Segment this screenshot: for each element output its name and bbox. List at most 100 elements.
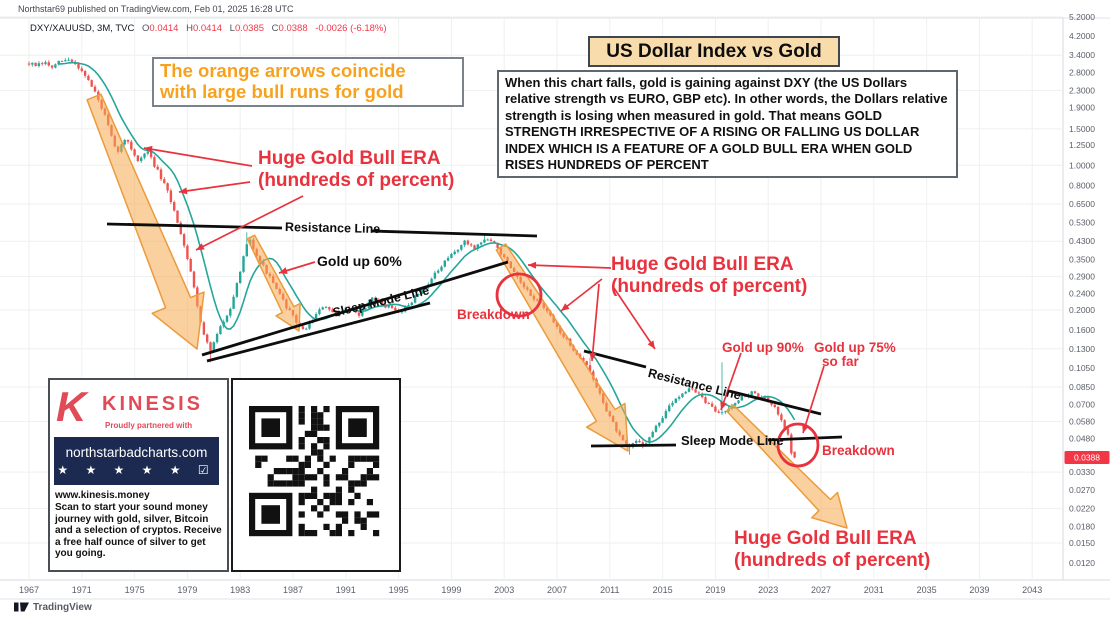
y-axis-label[interactable]: 0.2000 xyxy=(1069,305,1095,315)
bull-era-annotation-2: Huge Gold Bull ERA (hundreds of percent) xyxy=(611,254,808,297)
bull-era-annotation-1: Huge Gold Bull ERA (hundreds of percent) xyxy=(258,148,455,191)
trend-line-segment[interactable] xyxy=(201,260,509,357)
kinesis-partner-note: Proudly partnered with xyxy=(105,421,193,430)
high-value: 0.0414 xyxy=(192,23,223,34)
y-axis-label[interactable]: 0.0480 xyxy=(1069,433,1095,443)
y-axis-label[interactable]: 0.1600 xyxy=(1069,325,1095,335)
last-price-value: 0.0388 xyxy=(1074,453,1100,463)
breakdown-label-2: Breakdown xyxy=(822,443,895,458)
bull-era-annotation-3: Huge Gold Bull ERA (hundreds of percent) xyxy=(734,528,931,571)
orange-note-line1: The orange arrows coincide xyxy=(160,60,406,81)
y-axis-label[interactable]: 0.0580 xyxy=(1069,416,1095,426)
y-axis-label[interactable]: 0.6500 xyxy=(1069,199,1095,209)
x-axis-labels: 1967 1971 1975 1979 1983 1987 1991 1995 1999 2003… xyxy=(19,585,1042,595)
x-axis-label[interactable]: 2043 xyxy=(1022,585,1042,595)
star-rating-icons: ★ ★ ★ ★ ★ ☑ xyxy=(57,463,216,477)
y-axis-label[interactable]: 0.0150 xyxy=(1069,538,1095,548)
y-axis-label[interactable]: 0.8000 xyxy=(1069,180,1095,190)
y-axis-label[interactable]: 0.4300 xyxy=(1069,236,1095,246)
trend-line-segment[interactable] xyxy=(767,435,843,442)
x-axis-label[interactable]: 2011 xyxy=(600,585,619,595)
y-axis-label[interactable]: 0.0850 xyxy=(1069,382,1095,392)
y-axis-label[interactable]: 1.5000 xyxy=(1069,124,1095,134)
breakdown-label-1: Breakdown xyxy=(457,307,530,322)
breakdown-circle[interactable] xyxy=(495,272,543,318)
kinesis-url: www.kinesis.money xyxy=(55,490,150,501)
moving-average-line xyxy=(58,61,796,443)
x-axis-label[interactable]: 1983 xyxy=(230,585,250,595)
x-axis-label[interactable]: 1975 xyxy=(125,585,145,595)
high-label: H xyxy=(186,23,193,34)
pointer-arrowhead-icon xyxy=(647,340,655,349)
x-axis-label[interactable]: 2035 xyxy=(917,585,937,595)
x-axis-label[interactable]: 2003 xyxy=(494,585,514,595)
y-axis-label[interactable]: 0.1300 xyxy=(1069,344,1095,354)
trend-line-segment[interactable] xyxy=(206,301,431,363)
x-axis-label[interactable]: 1979 xyxy=(177,585,197,595)
chart-title-box: US Dollar Index vs Gold xyxy=(588,36,840,67)
orange-note-line2: with large bull runs for gold xyxy=(160,81,404,102)
x-axis-label[interactable]: 2023 xyxy=(758,585,778,595)
y-axis-label[interactable]: 4.2000 xyxy=(1069,31,1095,41)
tradingview-footer[interactable]: TradingView xyxy=(14,601,92,613)
x-axis-label[interactable]: 2039 xyxy=(969,585,989,595)
y-axis-label[interactable]: 5.2000 xyxy=(1069,12,1095,22)
trend-line-segment[interactable] xyxy=(590,443,677,448)
y-axis-label[interactable]: 0.0120 xyxy=(1069,558,1095,568)
x-axis-label[interactable]: 2027 xyxy=(811,585,831,595)
trend-line-segment[interactable] xyxy=(370,229,538,238)
pointer-arrowhead-icon xyxy=(144,145,153,153)
kinesis-promo-card: K KINESIS Proudly partnered with northst… xyxy=(48,378,229,572)
y-axis-label[interactable]: 1.0000 xyxy=(1069,160,1095,170)
kinesis-logo-icon: K xyxy=(56,383,87,430)
y-axis-label[interactable]: 0.2400 xyxy=(1069,289,1095,299)
y-axis-label[interactable]: 1.2500 xyxy=(1069,140,1095,150)
gold-up-60-label: Gold up 60% xyxy=(317,253,402,269)
kinesis-brand: KINESIS xyxy=(102,393,204,415)
sleep-mode-line-label-2: Sleep Mode Line xyxy=(681,433,784,448)
y-axis-label[interactable]: 1.9000 xyxy=(1069,103,1095,113)
x-axis-label[interactable]: 1991 xyxy=(336,585,356,595)
tradingview-logo-icon xyxy=(14,602,29,612)
y-axis-label[interactable]: 0.1050 xyxy=(1069,363,1095,373)
y-axis-label[interactable]: 0.0330 xyxy=(1069,467,1095,477)
x-axis-label[interactable]: 1995 xyxy=(389,585,409,595)
y-axis-label[interactable]: 0.2900 xyxy=(1069,272,1095,282)
y-axis-label[interactable]: 0.0220 xyxy=(1069,504,1095,514)
low-value: 0.0385 xyxy=(234,23,265,34)
pointer-arrowhead-icon xyxy=(589,352,597,361)
x-axis-label[interactable]: 2019 xyxy=(705,585,725,595)
so-far-label: so far xyxy=(822,354,859,369)
y-axis-label[interactable]: 3.4000 xyxy=(1069,50,1095,60)
northstar-site-url: northstarbadcharts.com xyxy=(65,445,208,460)
open-label: O xyxy=(142,23,150,34)
gold-up-90-label: Gold up 90% xyxy=(722,340,804,355)
northstar-banner: northstarbadcharts.com ★ ★ ★ ★ ★ ☑ xyxy=(54,437,219,485)
y-axis-label[interactable]: 2.3000 xyxy=(1069,85,1095,95)
y-axis-label[interactable]: 0.0270 xyxy=(1069,485,1095,495)
trend-line-segment[interactable] xyxy=(106,222,283,230)
qr-code-card xyxy=(231,378,401,572)
x-axis-label[interactable]: 2031 xyxy=(864,585,884,595)
y-axis-label[interactable]: 0.0180 xyxy=(1069,522,1095,532)
y-axis-label[interactable]: 2.8000 xyxy=(1069,68,1095,78)
x-axis-label[interactable]: 1971 xyxy=(72,585,92,595)
symbol-legend[interactable]: DXY/XAUUSD, 3M, TVC O0.0414 H0.0414 L0.0… xyxy=(30,23,387,34)
y-axis-label[interactable]: 0.3500 xyxy=(1069,255,1095,265)
trend-line-segment[interactable] xyxy=(728,389,822,416)
bull-run-arrow xyxy=(246,234,301,332)
close-label: C xyxy=(271,23,279,34)
pointer-arrowhead-icon xyxy=(279,267,288,274)
x-axis-label[interactable]: 1967 xyxy=(19,585,39,595)
x-axis-label[interactable]: 2007 xyxy=(547,585,567,595)
explanation-box: When this chart falls, gold is gaining a… xyxy=(497,70,958,179)
breakdown-circle[interactable] xyxy=(776,422,820,468)
kinesis-pitch-text: Scan to start your sound money journey w… xyxy=(55,502,222,560)
x-axis-label[interactable]: 1987 xyxy=(283,585,303,595)
y-axis-label[interactable]: 0.0700 xyxy=(1069,399,1095,409)
qr-code xyxy=(249,406,380,537)
y-axis-label[interactable]: 0.5300 xyxy=(1069,217,1095,227)
x-axis-label[interactable]: 1999 xyxy=(441,585,461,595)
x-axis-label[interactable]: 2015 xyxy=(653,585,673,595)
